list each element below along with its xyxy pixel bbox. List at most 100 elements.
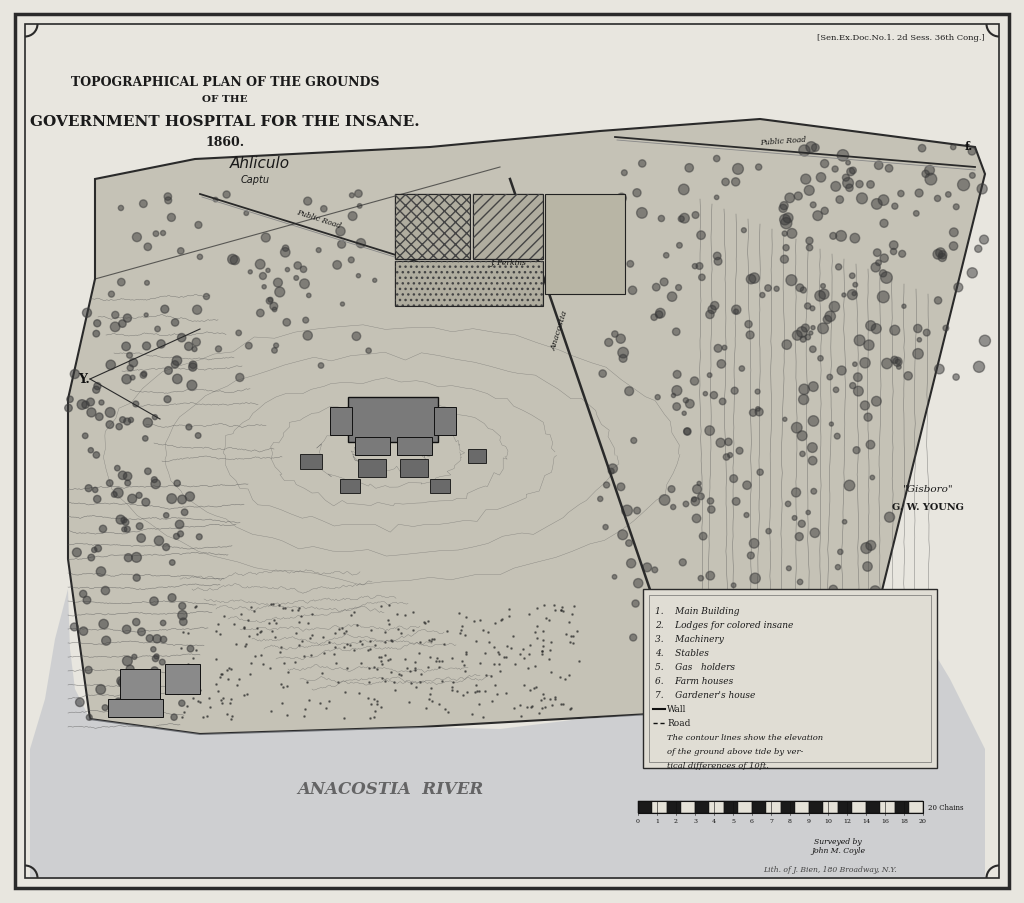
Circle shape [178,496,186,504]
Circle shape [969,148,976,156]
Bar [300,454,322,470]
Circle shape [685,400,694,409]
Circle shape [124,554,132,562]
Circle shape [99,401,104,405]
Circle shape [708,498,714,505]
Text: 16: 16 [881,818,889,824]
Circle shape [731,583,736,588]
Circle shape [827,375,833,380]
Bar [752,801,766,813]
Circle shape [829,233,837,240]
Circle shape [366,349,372,354]
Circle shape [204,294,210,300]
Circle shape [135,681,144,691]
Circle shape [672,394,676,398]
Circle shape [856,182,863,189]
Bar [330,407,352,435]
Circle shape [634,507,640,515]
Circle shape [954,284,963,293]
Circle shape [714,258,722,265]
Circle shape [838,550,843,555]
Circle shape [161,637,167,643]
Circle shape [673,329,680,336]
Circle shape [191,675,199,682]
Polygon shape [68,120,985,734]
Circle shape [118,279,125,286]
Circle shape [171,320,179,327]
Circle shape [712,610,721,619]
Circle shape [630,634,637,641]
Circle shape [853,283,858,288]
Circle shape [678,217,684,223]
Circle shape [193,339,201,347]
Circle shape [303,331,312,340]
Circle shape [741,228,746,233]
Circle shape [782,340,792,350]
Circle shape [925,166,935,176]
Circle shape [736,448,743,454]
Polygon shape [30,590,985,879]
Circle shape [130,706,136,712]
Circle shape [680,214,689,224]
Circle shape [885,513,895,523]
Bar [780,801,795,813]
Circle shape [866,441,874,450]
Circle shape [102,705,108,711]
Circle shape [268,298,273,303]
Circle shape [114,489,123,498]
Text: Road: Road [667,719,690,728]
Circle shape [177,248,184,255]
Circle shape [321,207,327,213]
Circle shape [970,173,975,179]
Circle shape [136,523,143,530]
Circle shape [725,439,732,446]
Text: 10: 10 [824,818,831,824]
Circle shape [871,324,882,334]
Circle shape [902,305,906,309]
Circle shape [170,560,175,565]
Circle shape [808,416,819,427]
Circle shape [722,346,727,350]
Circle shape [821,208,828,215]
Circle shape [696,232,706,240]
Circle shape [809,382,818,392]
Circle shape [639,161,646,168]
Circle shape [126,666,134,674]
Circle shape [722,179,729,186]
Circle shape [792,489,801,498]
Circle shape [119,206,124,211]
Text: 18: 18 [900,818,908,824]
Circle shape [953,375,959,381]
Circle shape [860,402,869,411]
Text: Y.: Y. [78,373,90,386]
Circle shape [648,606,657,616]
Text: Captu: Captu [241,175,269,185]
Circle shape [133,619,140,626]
Circle shape [373,279,377,283]
Text: 3: 3 [693,818,697,824]
Circle shape [620,355,627,363]
Circle shape [706,311,714,320]
Bar [358,460,386,478]
Circle shape [719,399,726,405]
Circle shape [708,306,716,314]
Circle shape [810,202,816,209]
Circle shape [836,197,844,204]
Circle shape [863,563,872,572]
Circle shape [255,260,265,270]
Text: 5.    Gas   holders: 5. Gas holders [655,663,735,672]
Circle shape [160,659,165,666]
Text: Surveyed by
John M. Coyle: Surveyed by John M. Coyle [811,837,865,854]
Circle shape [354,191,362,198]
Circle shape [671,505,676,510]
Circle shape [132,233,141,242]
Circle shape [96,567,105,576]
Circle shape [898,191,904,198]
Circle shape [833,167,839,172]
Circle shape [864,340,874,350]
Circle shape [861,543,871,554]
Circle shape [132,655,137,660]
Circle shape [185,492,195,501]
Circle shape [854,374,862,382]
Circle shape [99,526,106,533]
